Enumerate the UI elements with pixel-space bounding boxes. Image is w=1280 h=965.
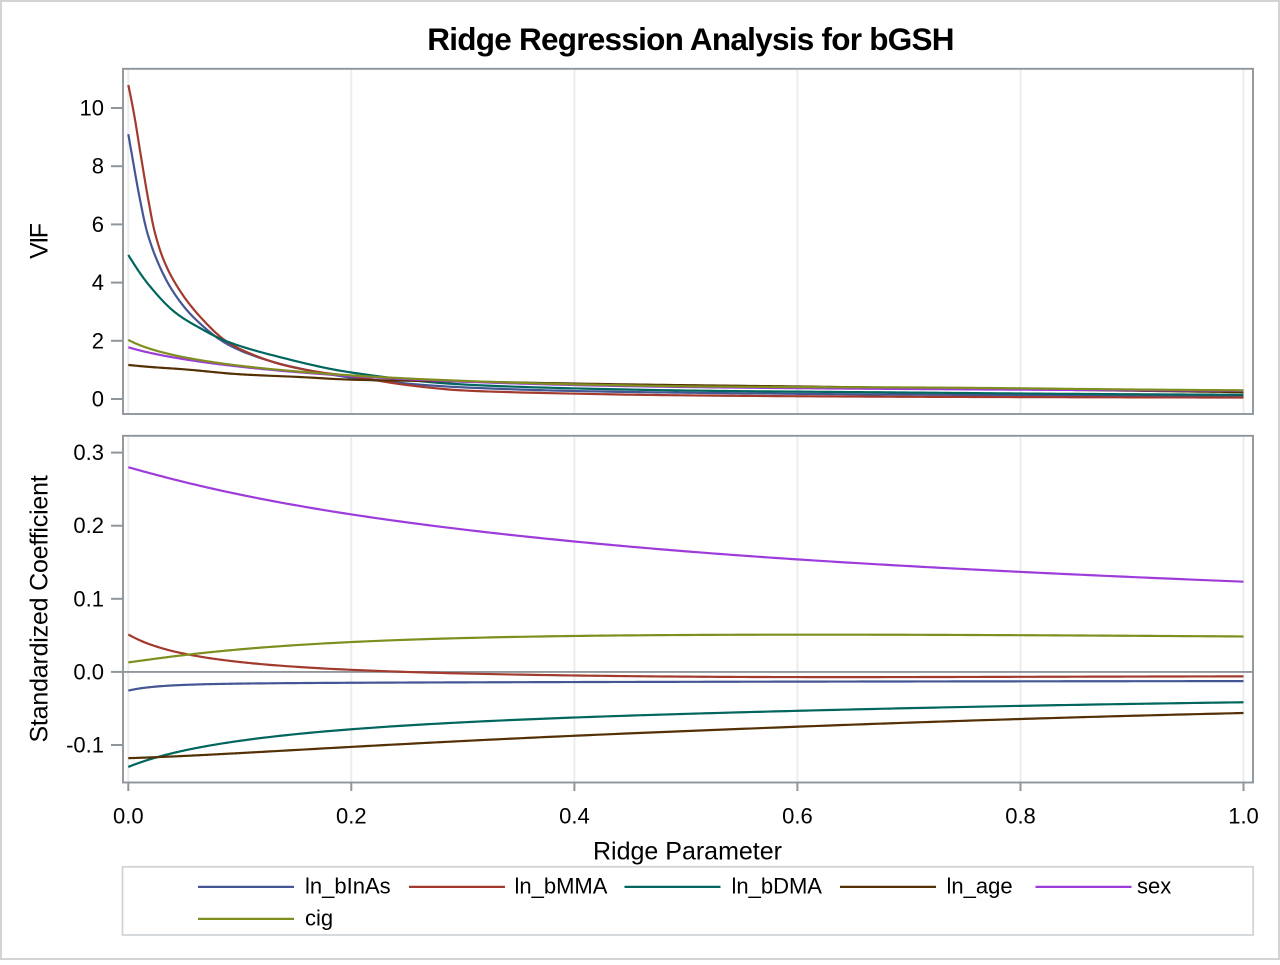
- svg-text:6: 6: [92, 212, 104, 237]
- svg-text:0.3: 0.3: [73, 440, 104, 465]
- svg-text:ln_bInAs: ln_bInAs: [305, 874, 391, 899]
- svg-text:sex: sex: [1137, 874, 1171, 899]
- svg-text:0.4: 0.4: [559, 804, 590, 829]
- svg-text:ln_bMMA: ln_bMMA: [515, 874, 608, 899]
- svg-text:cig: cig: [305, 906, 333, 931]
- svg-text:0.0: 0.0: [73, 659, 104, 684]
- svg-text:ln_age: ln_age: [947, 874, 1013, 899]
- svg-text:0.6: 0.6: [782, 804, 813, 829]
- svg-text:0.8: 0.8: [1005, 804, 1036, 829]
- svg-text:0.2: 0.2: [336, 804, 367, 829]
- svg-text:2: 2: [92, 328, 104, 353]
- svg-text:Ridge Parameter: Ridge Parameter: [593, 837, 782, 865]
- svg-text:ln_bDMA: ln_bDMA: [732, 874, 823, 899]
- svg-text:0.0: 0.0: [113, 804, 144, 829]
- svg-text:Standardized Coefficient: Standardized Coefficient: [26, 475, 54, 742]
- svg-text:1.0: 1.0: [1228, 804, 1259, 829]
- svg-text:-0.1: -0.1: [66, 733, 104, 758]
- svg-text:4: 4: [92, 270, 104, 295]
- svg-text:0: 0: [92, 387, 104, 412]
- svg-text:10: 10: [80, 96, 104, 121]
- svg-text:8: 8: [92, 154, 104, 179]
- svg-text:0.2: 0.2: [73, 513, 104, 538]
- svg-text:VIF: VIF: [26, 223, 54, 259]
- svg-text:0.1: 0.1: [73, 586, 104, 611]
- svg-text:Ridge Regression Analysis for: Ridge Regression Analysis for bGSH: [427, 21, 953, 57]
